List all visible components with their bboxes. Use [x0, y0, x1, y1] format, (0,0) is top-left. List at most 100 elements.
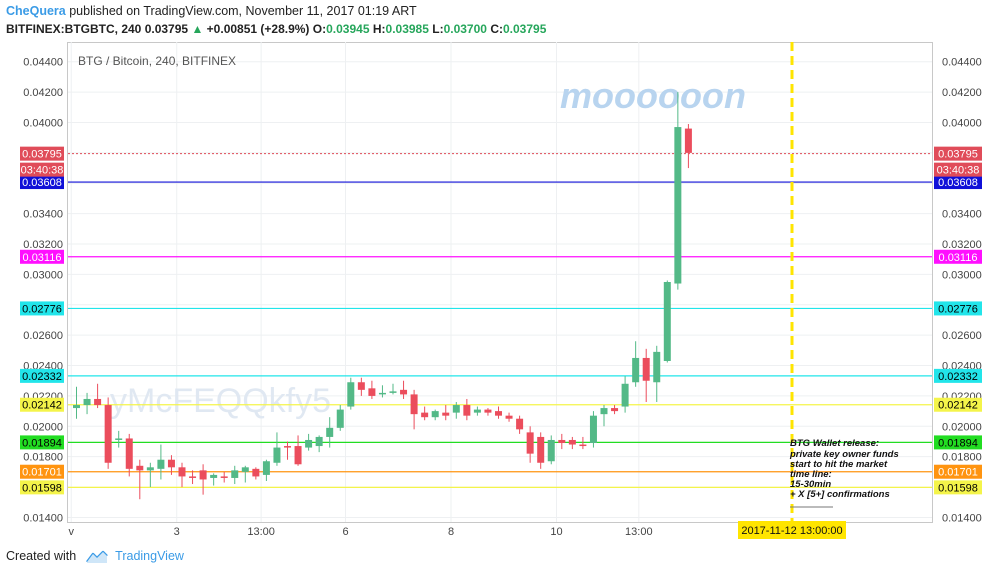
symbol-info-bar: BITFINEX:BTGBTC, 240 0.03795 ▲ +0.00851 … [6, 22, 546, 36]
candle-body [537, 436, 545, 463]
candles [73, 92, 692, 500]
countdown-tag-left [20, 162, 64, 177]
candle-body [305, 439, 313, 448]
x-tick-label: 8 [448, 526, 454, 538]
open-label: O: [312, 22, 327, 36]
candle-body [167, 459, 175, 468]
last-price-tag-right [934, 146, 982, 161]
candle-body [315, 436, 323, 447]
annotation-line: start to hit the market [790, 459, 888, 470]
price-tag-left [20, 368, 64, 383]
candle-body [600, 408, 608, 415]
candle-body [653, 351, 661, 383]
candle-body [157, 459, 165, 469]
candle-body [463, 405, 471, 416]
candle-body [431, 411, 439, 418]
price-tag-right [934, 249, 982, 264]
candle-body [273, 447, 281, 463]
y-tick-label: 0.02000 [23, 421, 63, 433]
candle-body [632, 357, 640, 383]
price-chart[interactable]: BTG / Bitcoin, 240, BITFINEX yMcFEQQkfy5… [0, 0, 1002, 545]
tradingview-logo-icon [85, 550, 108, 563]
price-tag-right [934, 480, 982, 495]
price-tag-right [934, 397, 982, 412]
y-tick-label: 0.01800 [23, 452, 63, 464]
candle-body [115, 438, 123, 440]
price-tag-right-text: 0.03116 [939, 252, 978, 264]
price-tag-left-text: 0.03116 [23, 252, 62, 264]
faded-watermark: yMcFEQQkfy5 [110, 382, 331, 420]
candle-body [336, 409, 344, 428]
candle-body [199, 470, 207, 480]
low-label: L: [432, 22, 444, 36]
candle-body [558, 439, 566, 444]
candle-body [400, 389, 408, 395]
candle-body [663, 282, 671, 361]
y-tick-label: 0.01400 [942, 512, 982, 524]
price-tag-left-text: 0.03608 [22, 177, 62, 189]
x-tick-label: 13:00 [625, 526, 653, 538]
candle-body [568, 439, 576, 445]
y-tick-label: 0.03400 [23, 209, 63, 221]
price-tag-right-text: 0.02142 [938, 400, 978, 412]
candle-body [642, 357, 650, 381]
price-labels: 0.03608 0.03608 0.03116 0.03116 0.02776 0.027… [20, 146, 982, 495]
author-name[interactable]: CheQuera [6, 4, 66, 18]
y-tick-label: 0.02000 [942, 421, 982, 433]
candle-body [178, 467, 186, 477]
y-tick-label: 0.04400 [23, 57, 63, 69]
price-tag-right [934, 301, 982, 316]
price-tag-right-text: 0.01598 [938, 482, 978, 494]
y-tick-label: 0.04200 [23, 87, 63, 99]
price-tag-right [934, 464, 982, 479]
crosshair-time-text: 2017-11-12 13:00:00 [741, 525, 842, 537]
tradingview-link[interactable]: TradingView [115, 549, 184, 563]
created-with-label: Created with [6, 549, 77, 563]
candle-body [389, 391, 397, 393]
y-tick-label: 0.03000 [23, 269, 63, 281]
candle-body [210, 474, 218, 478]
candle-body [73, 405, 80, 409]
crosshair-time-label: 2017-11-12 13:00:00 [738, 521, 846, 539]
x-tick-label: 13:00 [247, 526, 275, 538]
annotation-line: + X [5+] confirmations [790, 489, 890, 500]
price-tag-left [20, 480, 64, 495]
candle-body [410, 394, 418, 415]
candle-body [547, 439, 555, 462]
price-tag-left [20, 175, 64, 190]
last-price-tag-left [20, 146, 64, 161]
candle-body [104, 405, 112, 463]
y-tick-label: 0.02600 [942, 330, 982, 342]
price-tag-left-text: 0.02776 [22, 303, 62, 315]
y-tick-label: 0.04400 [942, 57, 982, 69]
candle-body [94, 398, 102, 406]
candle-body [241, 467, 249, 472]
chart-title: BTG / Bitcoin, 240, BITFINEX [78, 54, 236, 68]
y-tick-label: 0.02600 [23, 330, 63, 342]
price-tag-left [20, 397, 64, 412]
y-tick-label: 0.04000 [942, 118, 982, 130]
price-tag-right [934, 435, 982, 450]
price-tag-left [20, 249, 64, 264]
y-tick-label: 0.04000 [23, 118, 63, 130]
annotation-line: 15-30min [790, 479, 831, 490]
annotation-line: private key owner funds [789, 449, 899, 460]
price-tag-left [20, 301, 64, 316]
time-axis[interactable]: v 3 13:00 6 8 10 13:00 [68, 526, 652, 538]
y-tick-label: 0.03200 [23, 239, 63, 251]
candle-body [347, 382, 355, 407]
candle-body [579, 444, 587, 447]
price-tag-right-text: 0.01701 [938, 467, 978, 479]
high-label: H: [372, 22, 386, 36]
candle-body [611, 408, 619, 412]
change-up-icon: ▲ [191, 22, 204, 36]
price-tag-right [934, 368, 982, 383]
publish-header: CheQuera published on TradingView.com, N… [6, 3, 417, 20]
y-tick-label: 0.04200 [942, 87, 982, 99]
publish-info: published on TradingView.com, November 1… [69, 4, 417, 18]
price-tag-right-text: 0.01894 [938, 437, 978, 449]
candle-body [621, 383, 629, 407]
close-label: C: [490, 22, 503, 36]
countdown-text: 03:40:38 [21, 165, 64, 177]
price-tag-left-text: 0.01894 [22, 437, 62, 449]
